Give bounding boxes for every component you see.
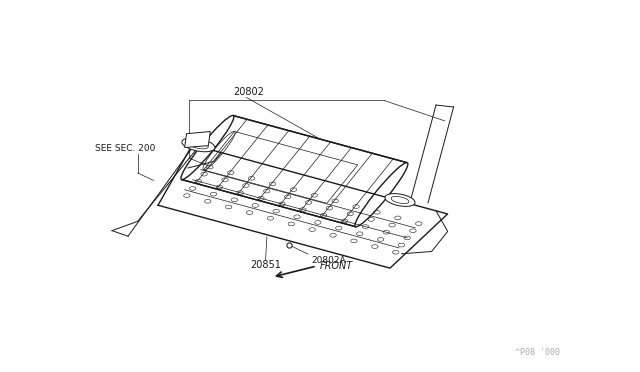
Text: 20802A: 20802A (311, 256, 346, 265)
Text: 20851: 20851 (250, 260, 281, 270)
Ellipse shape (385, 193, 415, 206)
Ellipse shape (189, 141, 208, 149)
Polygon shape (158, 145, 447, 268)
Text: SEE SEC. 200: SEE SEC. 200 (95, 144, 155, 153)
Ellipse shape (391, 196, 409, 203)
Text: FRONT: FRONT (320, 261, 353, 271)
Text: 20802: 20802 (234, 87, 264, 97)
Ellipse shape (181, 115, 234, 180)
Polygon shape (182, 116, 407, 227)
Ellipse shape (182, 138, 215, 152)
Polygon shape (185, 132, 211, 148)
Ellipse shape (355, 163, 408, 227)
Text: ^P08 '000: ^P08 '000 (515, 348, 560, 357)
